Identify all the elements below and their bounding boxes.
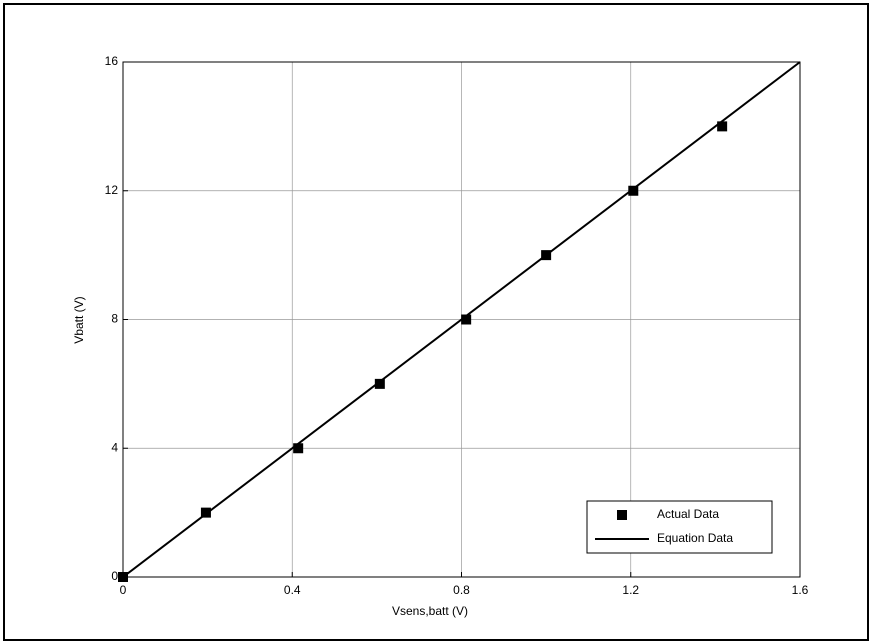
- y-tick-label: 16: [105, 54, 119, 68]
- x-tick-label: 0.8: [453, 583, 470, 597]
- legend-label: Actual Data: [657, 507, 719, 521]
- y-tick-label: 8: [111, 312, 118, 326]
- y-axis-label: Vbatt (V): [72, 296, 86, 343]
- x-tick-label: 0: [120, 583, 127, 597]
- y-tick-label: 0: [111, 569, 118, 583]
- chart: Vsens,batt (V) Vbatt (V) 0 0.4 0.8 1.2 1.6 0 4…: [0, 0, 872, 642]
- x-axis-label: Vsens,batt (V): [392, 604, 468, 618]
- x-tick-label: 1.2: [622, 583, 639, 597]
- y-tick-label: 12: [105, 183, 119, 197]
- legend-marker: [617, 510, 627, 520]
- x-tick-label: 1.6: [792, 583, 809, 597]
- y-tick-label: 4: [111, 440, 118, 454]
- x-tick-label: 0.4: [284, 583, 301, 597]
- legend-label: Equation Data: [657, 531, 733, 545]
